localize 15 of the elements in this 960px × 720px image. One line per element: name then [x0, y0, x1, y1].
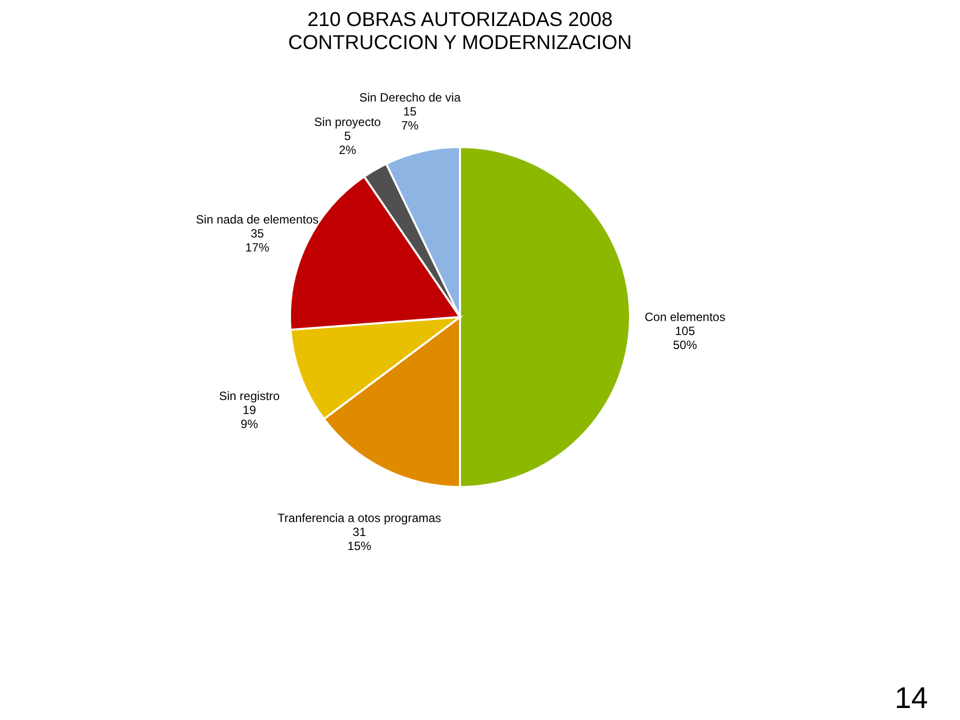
data-label: 105 50% [672, 324, 698, 352]
chart-subtitle: CONTRUCCION Y MODERNIZACION [288, 32, 632, 54]
slice-label: Sin nada de elementos [196, 212, 319, 226]
slice-label: Sin registro [218, 389, 280, 404]
text: 14 [894, 682, 928, 716]
chart-title: 210 OBRAS AUTORIZADAS 2008 [307, 9, 613, 31]
data-label: 35 17% [245, 226, 270, 254]
slice-label: Sin Derecho de via [359, 90, 461, 105]
data-label: 19 9% [240, 403, 258, 432]
data-label: 31 15% [347, 525, 372, 554]
data-label: 5 2% [338, 129, 356, 158]
slice-label: Tranferencia a otos programas [278, 511, 442, 526]
data-label: 15 7% [401, 104, 419, 133]
slice-label: Con elementos [644, 310, 726, 324]
slice-label: Sin proyecto [314, 115, 382, 130]
